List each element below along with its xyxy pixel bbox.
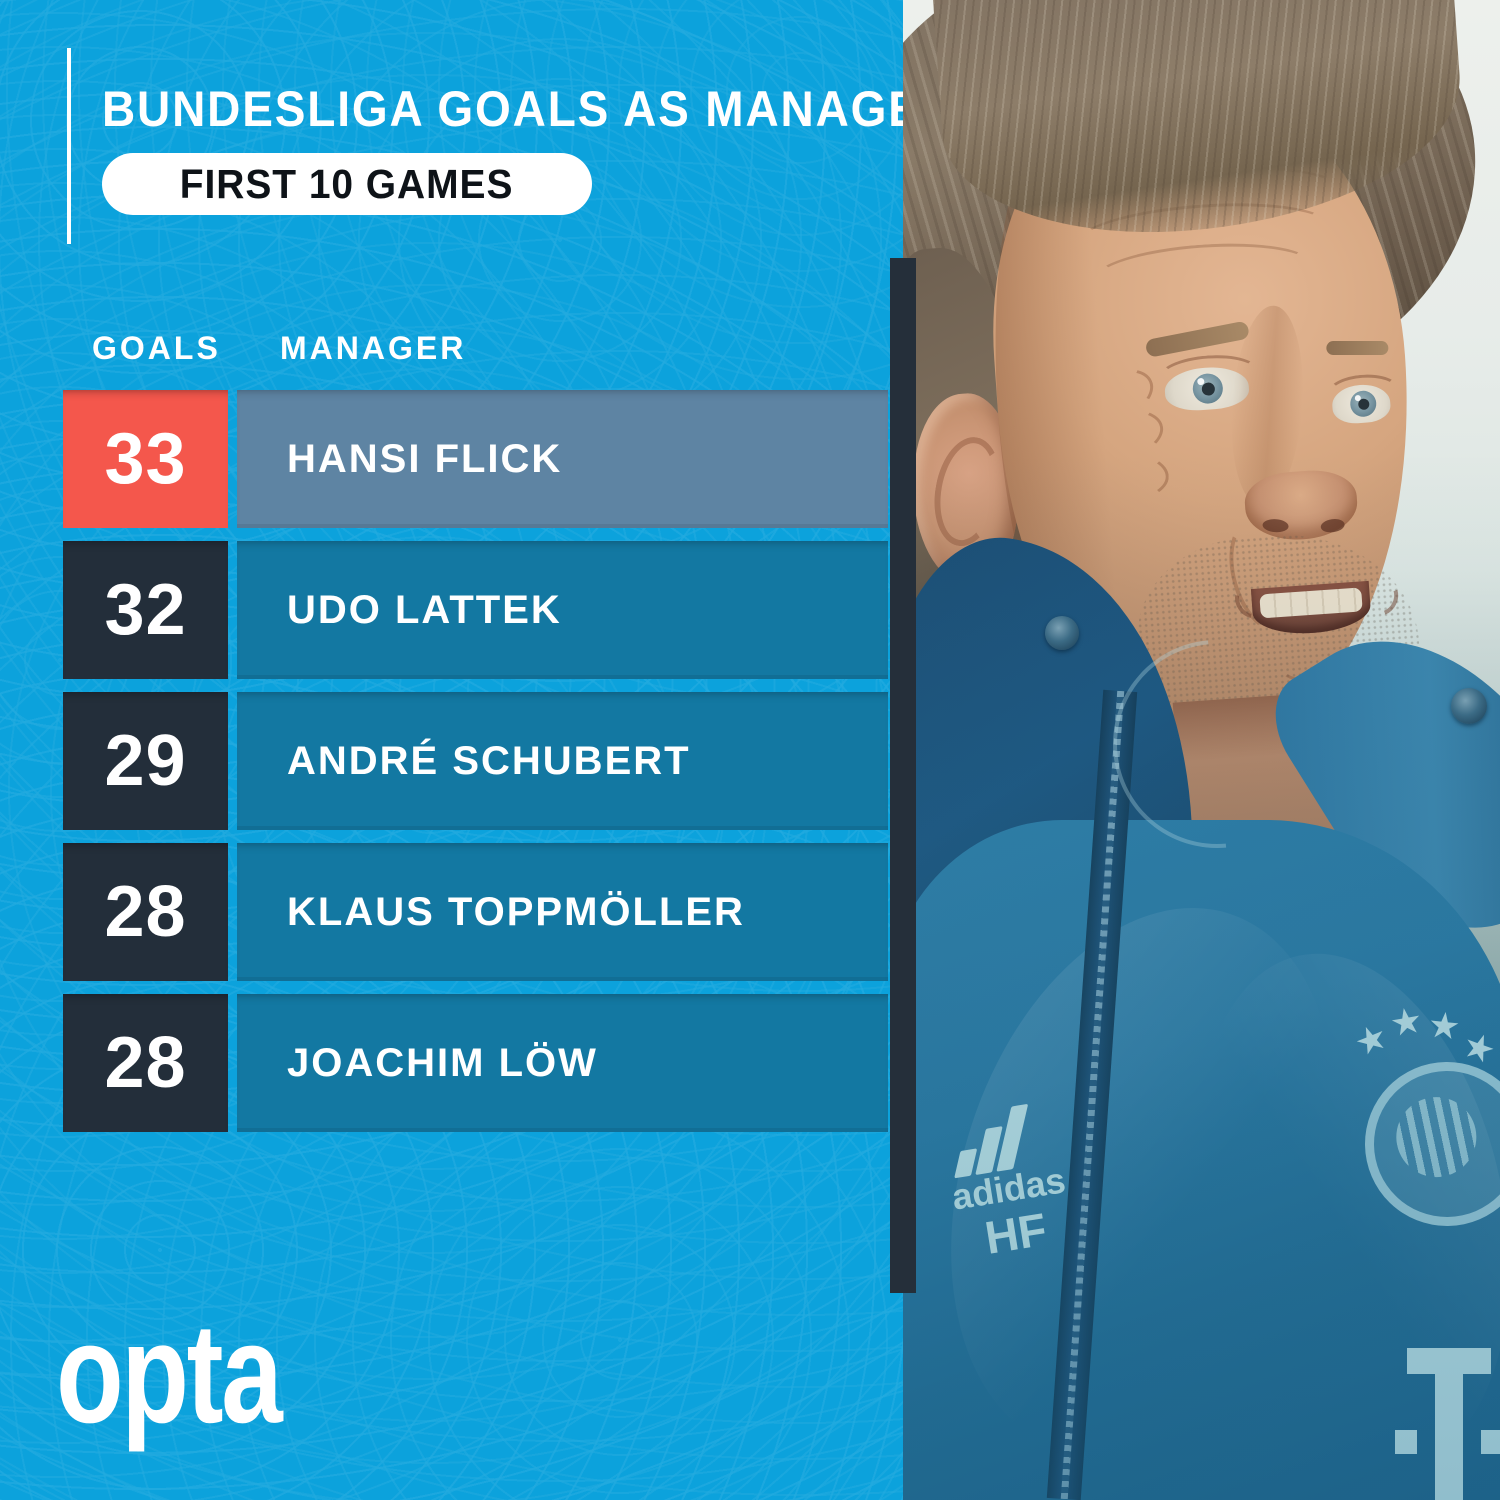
manager-column-header: MANAGER (280, 330, 467, 366)
manager-bar: ANDRÉ SCHUBERT (237, 692, 888, 830)
snap-button (1045, 616, 1079, 650)
manager-name: UDO LATTEK (287, 587, 562, 632)
goals-value: 33 (104, 419, 187, 499)
table-row: 28 JOACHIM LÖW (63, 994, 888, 1132)
manager-photo: adidas HF ★ ★ ★ ★ (903, 0, 1500, 1500)
subtitle-pill: FIRST 10 GAMES (102, 153, 592, 215)
goals-value: 29 (104, 721, 187, 801)
manager-name: JOACHIM LÖW (287, 1040, 598, 1085)
manager-table: 33 HANSI FLICK 32 UDO LATTEK 29 ANDRÉ SCHUBER… (63, 390, 888, 1145)
goals-value: 28 (104, 872, 187, 952)
goals-value-box: 33 (63, 390, 228, 528)
stats-panel: BUNDESLIGA GOALS AS MANAGER FIRST 10 GAM… (0, 0, 954, 1500)
eyebrow (1326, 341, 1389, 356)
vertical-accent-bar (890, 258, 916, 1293)
manager-bar: UDO LATTEK (237, 541, 888, 679)
manager-bar: HANSI FLICK (237, 390, 888, 528)
goals-value-box: 29 (63, 692, 228, 830)
manager-name: KLAUS TOPPMÖLLER (287, 889, 745, 934)
manager-name: ANDRÉ SCHUBERT (287, 738, 691, 783)
subtitle-text: FIRST 10 GAMES (180, 160, 514, 207)
goals-value-box: 32 (63, 541, 228, 679)
manager-bar: JOACHIM LÖW (237, 994, 888, 1132)
table-row: 29 ANDRÉ SCHUBERT (63, 692, 888, 830)
page-title: BUNDESLIGA GOALS AS MANAGER (102, 81, 956, 137)
title-accent-line (67, 48, 71, 244)
table-row: 32 UDO LATTEK (63, 541, 888, 679)
goals-value: 28 (104, 1023, 187, 1103)
table-row: 28 KLAUS TOPPMÖLLER (63, 843, 888, 981)
goals-value: 32 (104, 570, 187, 650)
snap-button (1451, 688, 1487, 724)
goals-value-box: 28 (63, 994, 228, 1132)
crest-star-icon: ★ (1425, 1003, 1463, 1048)
telekom-t-logo-icon (1395, 1348, 1500, 1500)
manager-bar: KLAUS TOPPMÖLLER (237, 843, 888, 981)
crest-star-icon: ★ (1386, 998, 1426, 1045)
opta-logo: opta (56, 1294, 283, 1453)
manager-name: HANSI FLICK (287, 436, 563, 481)
table-row: 33 HANSI FLICK (63, 390, 888, 528)
goals-value-box: 28 (63, 843, 228, 981)
adidas-logo: adidas HF (922, 1097, 1094, 1271)
goals-column-header: GOALS (92, 330, 221, 366)
